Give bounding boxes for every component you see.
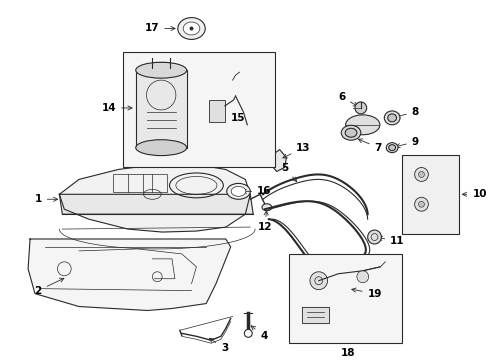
Bar	[209, 100, 224, 122]
Text: 7: 7	[358, 139, 381, 153]
Ellipse shape	[183, 22, 200, 35]
Circle shape	[418, 171, 424, 177]
Ellipse shape	[345, 115, 379, 135]
Text: 6: 6	[337, 92, 357, 106]
Ellipse shape	[341, 125, 360, 140]
Polygon shape	[270, 150, 286, 171]
Bar	[123, 52, 274, 167]
Text: 19: 19	[351, 288, 381, 298]
Polygon shape	[302, 306, 328, 323]
Circle shape	[414, 197, 427, 211]
Ellipse shape	[226, 183, 250, 199]
Text: 12: 12	[257, 211, 272, 232]
Bar	[401, 154, 458, 234]
Ellipse shape	[178, 18, 205, 39]
Text: 13: 13	[283, 143, 310, 158]
Bar	[113, 175, 167, 192]
Ellipse shape	[136, 62, 186, 78]
Ellipse shape	[386, 143, 397, 153]
Ellipse shape	[262, 204, 271, 211]
Text: 11: 11	[377, 236, 404, 246]
Polygon shape	[59, 194, 253, 214]
Text: 14: 14	[102, 103, 132, 113]
Circle shape	[367, 230, 381, 244]
Circle shape	[244, 329, 252, 337]
Ellipse shape	[387, 114, 396, 122]
Ellipse shape	[388, 145, 395, 150]
Circle shape	[354, 102, 366, 114]
Polygon shape	[28, 239, 230, 310]
Circle shape	[356, 271, 368, 283]
Ellipse shape	[136, 140, 186, 156]
Text: 5: 5	[280, 162, 296, 181]
Text: 1: 1	[35, 194, 58, 204]
Circle shape	[414, 167, 427, 181]
Ellipse shape	[384, 111, 399, 125]
Text: 3: 3	[209, 338, 228, 353]
Text: 9: 9	[395, 137, 418, 148]
Text: 8: 8	[395, 107, 418, 118]
Text: 4: 4	[251, 326, 267, 341]
Text: 16: 16	[242, 186, 271, 196]
Bar	[289, 254, 401, 343]
Circle shape	[418, 201, 424, 207]
Text: 17: 17	[144, 23, 175, 33]
Polygon shape	[59, 165, 250, 232]
Circle shape	[189, 27, 193, 31]
Text: 15: 15	[220, 111, 244, 123]
Ellipse shape	[231, 186, 245, 196]
Circle shape	[309, 272, 327, 290]
Text: 10: 10	[462, 189, 486, 199]
Ellipse shape	[345, 128, 356, 137]
Bar	[136, 70, 186, 148]
Text: 18: 18	[340, 348, 355, 358]
Text: 2: 2	[35, 278, 64, 296]
